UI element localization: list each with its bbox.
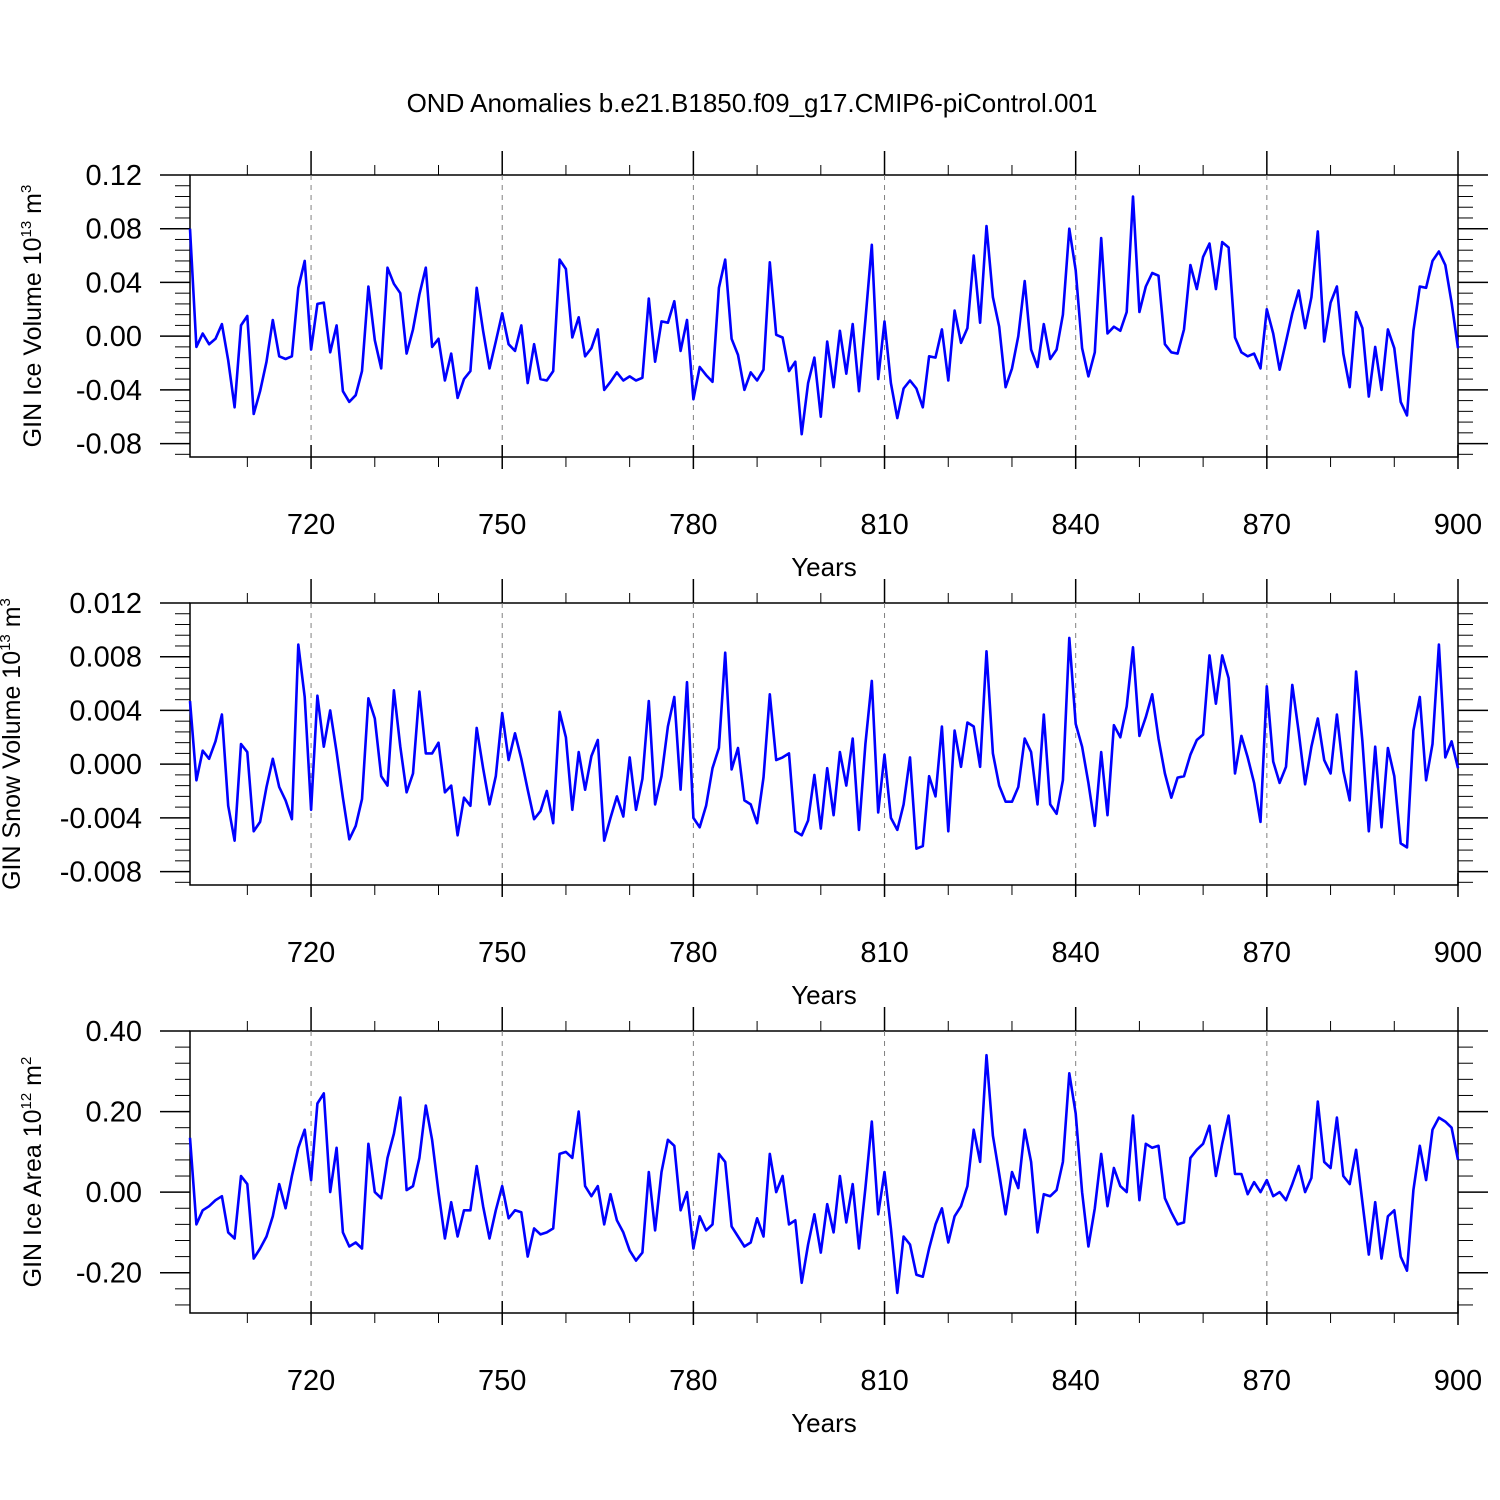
x-tick-label: 840 bbox=[1051, 937, 1099, 969]
x-tick-label: 720 bbox=[287, 509, 335, 541]
plot-frame bbox=[189, 1030, 1459, 1314]
y-tick-label: 0.20 bbox=[86, 1097, 142, 1129]
x-tick-label: 780 bbox=[669, 1365, 717, 1397]
x-tick-label: 810 bbox=[860, 937, 908, 969]
x-tick-label: 720 bbox=[287, 937, 335, 969]
x-axis-label: Years bbox=[791, 980, 857, 1010]
panel-gin-ice-volume: GIN Ice Volume 1013 m3 Years 720 750 780 81… bbox=[18, 151, 1488, 582]
y-axis-label: GIN Ice Area 1012 m2 bbox=[18, 1057, 47, 1288]
x-tick-label: 750 bbox=[478, 509, 526, 541]
x-tick-label: 870 bbox=[1243, 1365, 1291, 1397]
panel-gin-snow-volume: GIN Snow Volume 1013 m3 Years 720 750 780 8… bbox=[0, 579, 1488, 1010]
x-tick-label: 840 bbox=[1051, 1365, 1099, 1397]
y-tick-label: 0.00 bbox=[86, 1177, 142, 1209]
y-tick-label: 0.004 bbox=[69, 695, 142, 727]
y-tick-label: 0.012 bbox=[69, 588, 142, 620]
x-tick-label: 750 bbox=[478, 1365, 526, 1397]
x-tick-label: 810 bbox=[860, 509, 908, 541]
y-tick-label: 0.08 bbox=[86, 214, 142, 246]
y-axis-label: GIN Snow Volume 1013 m3 bbox=[0, 598, 26, 890]
y-tick-label: -0.20 bbox=[76, 1258, 142, 1290]
panel-gin-ice-area: GIN Ice Area 1012 m2 Years 720 750 780 810 8… bbox=[18, 1007, 1488, 1438]
x-tick-label: 720 bbox=[287, 1365, 335, 1397]
x-tick-label: 780 bbox=[669, 937, 717, 969]
x-tick-label: 900 bbox=[1434, 1365, 1482, 1397]
x-tick-label: 750 bbox=[478, 937, 526, 969]
plot-frame bbox=[189, 174, 1459, 458]
y-tick-label: 0.000 bbox=[69, 749, 142, 781]
x-tick-label: 900 bbox=[1434, 509, 1482, 541]
data-series-line bbox=[188, 1053, 1460, 1295]
x-axis-label: Years bbox=[791, 1408, 857, 1438]
data-series-line bbox=[188, 195, 1460, 436]
y-tick-label: -0.004 bbox=[60, 803, 142, 835]
plot-frame bbox=[189, 602, 1459, 886]
data-series-line bbox=[188, 636, 1460, 851]
y-tick-label: -0.008 bbox=[60, 857, 142, 889]
y-tick-label: -0.04 bbox=[76, 375, 142, 407]
x-tick-label: 900 bbox=[1434, 937, 1482, 969]
x-tick-label: 780 bbox=[669, 509, 717, 541]
y-tick-label: 0.00 bbox=[86, 321, 142, 353]
x-tick-label: 810 bbox=[860, 1365, 908, 1397]
y-tick-label: -0.08 bbox=[76, 429, 142, 461]
y-tick-label: 0.12 bbox=[86, 160, 142, 192]
x-tick-label: 870 bbox=[1243, 509, 1291, 541]
x-axis-label: Years bbox=[791, 552, 857, 582]
y-axis-label: GIN Ice Volume 1013 m3 bbox=[18, 185, 47, 448]
y-tick-label: 0.008 bbox=[69, 642, 142, 674]
figure-title: OND Anomalies b.e21.B1850.f09_g17.CMIP6-… bbox=[407, 88, 1098, 118]
y-tick-label: 0.40 bbox=[86, 1016, 142, 1048]
x-tick-label: 840 bbox=[1051, 509, 1099, 541]
x-tick-label: 870 bbox=[1243, 937, 1291, 969]
y-tick-label: 0.04 bbox=[86, 267, 142, 299]
